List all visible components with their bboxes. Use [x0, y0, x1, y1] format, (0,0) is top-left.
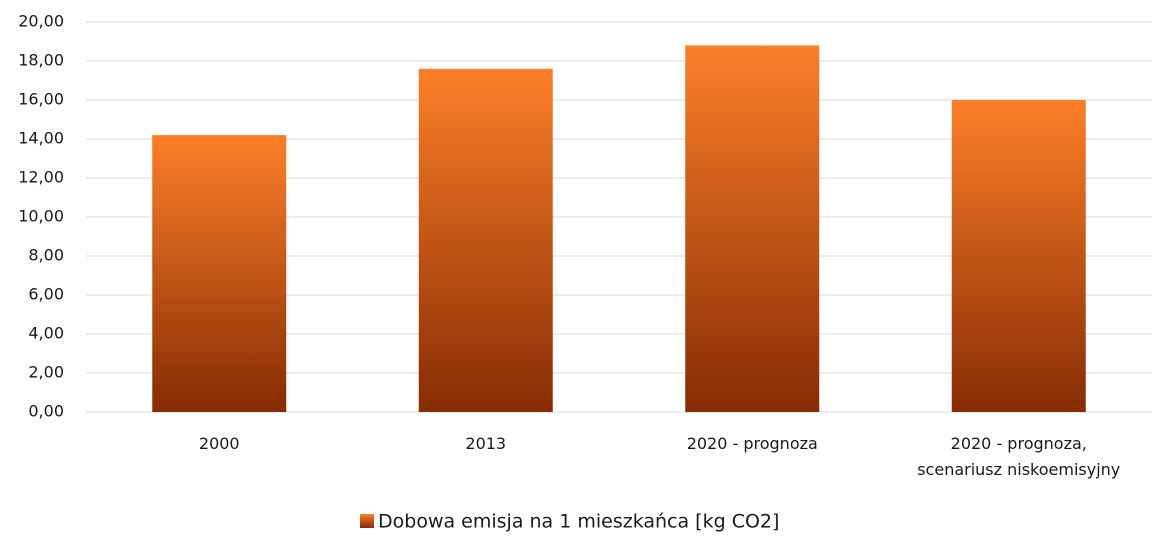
x-tick-label: 2000 — [199, 434, 240, 453]
y-tick-label: 10,00 — [18, 207, 64, 226]
bar — [152, 135, 287, 412]
bar — [951, 100, 1086, 412]
legend-swatch — [360, 514, 374, 528]
y-tick-label: 2,00 — [28, 363, 64, 382]
bar — [685, 45, 820, 413]
y-tick-label: 8,00 — [28, 246, 64, 265]
x-tick-label: 2013 — [465, 434, 506, 453]
y-tick-label: 12,00 — [18, 168, 64, 187]
y-tick-label: 6,00 — [28, 285, 64, 304]
x-tick-label: 2020 - prognoza — [687, 434, 818, 453]
bar — [418, 68, 553, 413]
y-tick-label: 14,00 — [18, 129, 64, 148]
y-tick-label: 20,00 — [18, 12, 64, 31]
y-tick-label: 0,00 — [28, 402, 64, 421]
x-tick-label: 2020 - prognoza, scenariusz niskoemisyjny — [917, 434, 1120, 479]
y-tick-label: 4,00 — [28, 324, 64, 343]
y-tick-label: 18,00 — [18, 51, 64, 70]
legend-label: Dobowa emisja na 1 mieszkańca [kg CO2] — [378, 511, 779, 533]
y-tick-label: 16,00 — [18, 90, 64, 109]
